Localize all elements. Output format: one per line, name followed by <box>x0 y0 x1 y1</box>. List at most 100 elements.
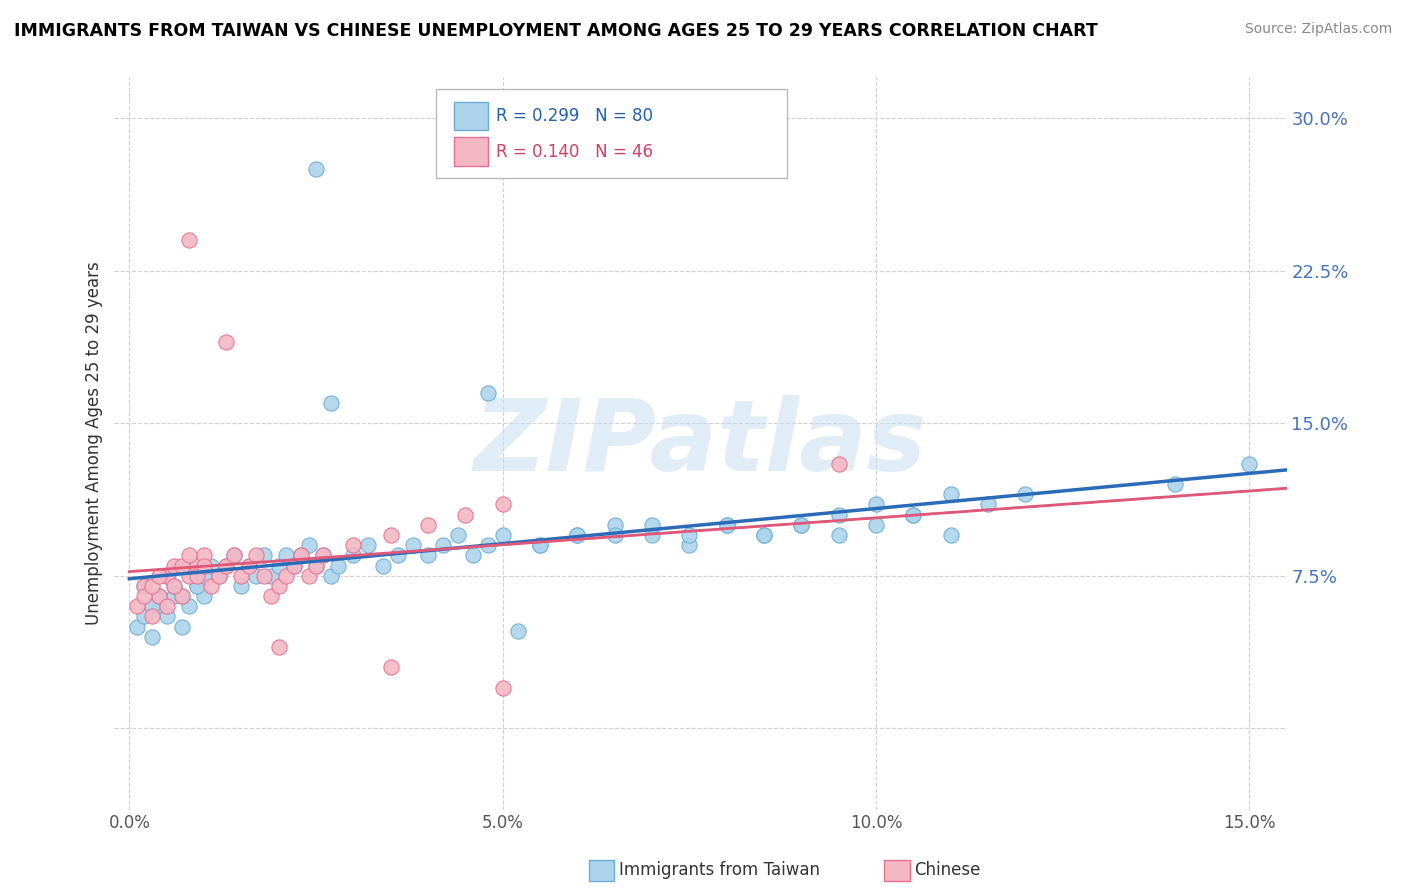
Point <box>186 579 208 593</box>
Point <box>193 589 215 603</box>
Point <box>231 568 253 582</box>
Point <box>231 579 253 593</box>
Point <box>373 558 395 573</box>
Point <box>380 528 402 542</box>
Point <box>125 619 148 633</box>
Point <box>529 538 551 552</box>
Point <box>276 568 298 582</box>
Point <box>215 334 238 349</box>
Point <box>267 558 290 573</box>
Point <box>215 558 238 573</box>
Point <box>1239 457 1261 471</box>
Point <box>357 538 380 552</box>
Point <box>148 589 170 603</box>
Point <box>827 528 849 542</box>
Point <box>141 630 163 644</box>
Point <box>134 579 156 593</box>
Point <box>177 599 200 614</box>
Point <box>492 528 515 542</box>
Text: ZIPatlas: ZIPatlas <box>474 395 927 492</box>
Point <box>186 579 208 593</box>
Point <box>402 538 425 552</box>
Point <box>1163 477 1185 491</box>
Point <box>447 528 470 542</box>
Point <box>156 568 179 582</box>
Point <box>827 457 849 471</box>
Point <box>461 549 484 563</box>
Point <box>752 528 775 542</box>
Point <box>208 568 231 582</box>
Point <box>432 538 454 552</box>
Point <box>678 528 700 542</box>
Point <box>312 549 335 563</box>
Point <box>141 579 163 593</box>
Point <box>603 517 626 532</box>
Point <box>200 558 222 573</box>
Point <box>387 549 409 563</box>
Point <box>148 568 170 582</box>
Point <box>134 609 156 624</box>
Point <box>163 589 186 603</box>
Point <box>305 161 328 176</box>
Point <box>208 568 231 582</box>
Point <box>156 609 179 624</box>
Point <box>148 589 170 603</box>
Point <box>454 508 477 522</box>
Point <box>186 558 208 573</box>
Point <box>380 660 402 674</box>
Point <box>297 538 319 552</box>
Point <box>141 609 163 624</box>
Point <box>134 579 156 593</box>
Point <box>342 538 364 552</box>
Point <box>567 528 589 542</box>
Point <box>305 558 328 573</box>
Point <box>141 599 163 614</box>
Point <box>170 589 193 603</box>
Point <box>125 599 148 614</box>
Point <box>193 568 215 582</box>
Text: R = 0.140   N = 46: R = 0.140 N = 46 <box>496 143 654 161</box>
Point <box>193 549 215 563</box>
Point <box>238 558 260 573</box>
Point <box>156 568 179 582</box>
Point <box>177 549 200 563</box>
Point <box>865 517 887 532</box>
Point <box>1014 487 1036 501</box>
Point <box>245 549 267 563</box>
Point <box>305 558 328 573</box>
Point <box>163 558 186 573</box>
Point <box>903 508 925 522</box>
Point <box>790 517 813 532</box>
Point <box>939 528 962 542</box>
Text: Chinese: Chinese <box>914 861 980 879</box>
Point <box>939 487 962 501</box>
Text: IMMIGRANTS FROM TAIWAN VS CHINESE UNEMPLOYMENT AMONG AGES 25 TO 29 YEARS CORRELA: IMMIGRANTS FROM TAIWAN VS CHINESE UNEMPL… <box>14 22 1098 40</box>
Point <box>148 599 170 614</box>
Point <box>319 396 342 410</box>
Point <box>200 579 222 593</box>
Point <box>319 568 342 582</box>
Point <box>222 549 245 563</box>
Text: Immigrants from Taiwan: Immigrants from Taiwan <box>619 861 820 879</box>
Point <box>238 558 260 573</box>
Point <box>267 579 290 593</box>
Point <box>163 579 186 593</box>
Point <box>977 498 1000 512</box>
Point <box>170 619 193 633</box>
Point <box>283 558 305 573</box>
Point <box>312 549 335 563</box>
Point <box>215 558 238 573</box>
Point <box>170 558 193 573</box>
Point <box>492 681 515 695</box>
Point <box>603 528 626 542</box>
Y-axis label: Unemployment Among Ages 25 to 29 years: Unemployment Among Ages 25 to 29 years <box>86 261 103 625</box>
Point <box>342 549 364 563</box>
Point <box>529 538 551 552</box>
Point <box>752 528 775 542</box>
Point <box>177 558 200 573</box>
Text: Source: ZipAtlas.com: Source: ZipAtlas.com <box>1244 22 1392 37</box>
Point <box>267 640 290 654</box>
Point <box>177 233 200 247</box>
Point <box>865 498 887 512</box>
Point <box>156 599 179 614</box>
